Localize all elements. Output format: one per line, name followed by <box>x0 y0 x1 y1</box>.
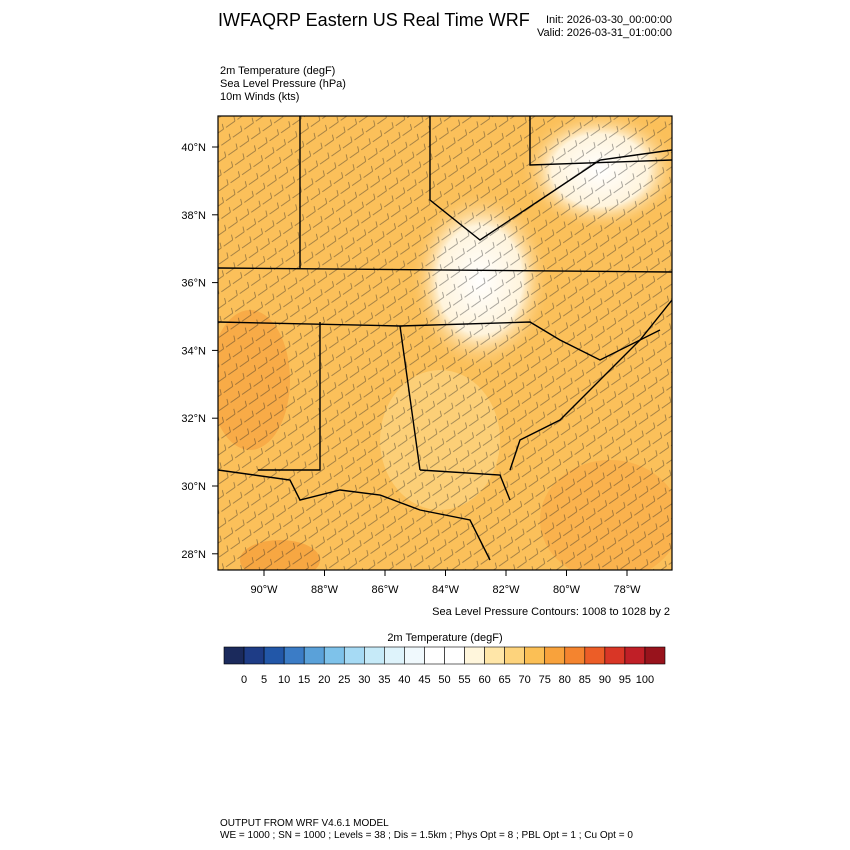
colorbar-swatch <box>584 646 606 665</box>
colorbar-tick-label: 100 <box>636 674 654 686</box>
map-plot <box>218 116 672 570</box>
colorbar-swatch <box>243 646 265 665</box>
colorbar-swatch <box>303 646 325 665</box>
lon-label: 86°W <box>371 584 399 596</box>
lon-label: 90°W <box>250 584 278 596</box>
lon-label: 82°W <box>492 584 520 596</box>
lon-label: 80°W <box>553 584 581 596</box>
title: IWFAQRP Eastern US Real Time WRF <box>218 10 530 30</box>
field-label: Sea Level Pressure (hPa) <box>220 78 346 90</box>
colorbar-swatch <box>464 646 485 665</box>
colorbar-tick-label: 10 <box>278 674 290 686</box>
boundaries <box>218 116 672 561</box>
colorbar-tick-label: 90 <box>599 674 611 686</box>
colorbar-swatch <box>624 646 646 665</box>
colorbar-tick-label: 55 <box>458 674 470 686</box>
colorbar-swatch <box>484 646 505 665</box>
colorbar-swatch <box>644 646 666 665</box>
colorbar-swatch <box>424 646 445 665</box>
colorbar-tick-label: 95 <box>619 674 631 686</box>
map-axes: 40°N 38°N 36°N 34°N 32°N 30°N 28°N 90°W 88°W 86°W… <box>181 142 641 596</box>
colorbar-tick-label: 5 <box>261 674 267 686</box>
lon-label: 88°W <box>311 584 339 596</box>
lat-label: 34°N <box>181 345 206 357</box>
colorbar-tick-label: 35 <box>378 674 390 686</box>
colorbar-swatch <box>544 646 566 665</box>
colorbar-title: 2m Temperature (degF) <box>387 632 502 644</box>
colorbar-tick-label: 80 <box>559 674 571 686</box>
colorbar-swatch <box>524 646 546 665</box>
colorbar-tick-label: 50 <box>438 674 450 686</box>
lat-label: 40°N <box>181 142 206 154</box>
colorbar-tick-label: 20 <box>318 674 330 686</box>
colorbar-swatch <box>384 646 405 665</box>
colorbar-tick-label: 85 <box>579 674 591 686</box>
colorbar-tick-label: 15 <box>298 674 310 686</box>
lat-label: 30°N <box>181 481 206 493</box>
field-label: 10m Winds (kts) <box>220 91 299 103</box>
wind-barbs <box>218 116 672 570</box>
colorbar-swatch <box>364 646 385 665</box>
lon-label: 78°W <box>613 584 641 596</box>
colorbar-swatch <box>504 646 525 665</box>
valid-time: Valid: 2026-03-31_01:00:00 <box>537 27 672 39</box>
colorbar-tick-label: 30 <box>358 674 370 686</box>
colorbar-swatch <box>444 646 465 665</box>
lat-label: 36°N <box>181 278 206 290</box>
init-time: Init: 2026-03-30_00:00:00 <box>546 14 672 26</box>
footer-line: OUTPUT FROM WRF V4.6.1 MODEL <box>220 818 389 829</box>
colorbar-tick-label: 75 <box>539 674 551 686</box>
colorbar-tick-label: 0 <box>241 674 247 686</box>
lat-label: 38°N <box>181 210 206 222</box>
field-label: 2m Temperature (degF) <box>220 65 335 77</box>
colorbar-tick-label: 45 <box>418 674 430 686</box>
colorbar-swatch <box>263 646 285 665</box>
field-list: 2m Temperature (degF)Sea Level Pressure … <box>220 65 346 103</box>
lat-label: 32°N <box>181 413 206 425</box>
footer-line: WE = 1000 ; SN = 1000 ; Levels = 38 ; Di… <box>220 830 633 841</box>
colorbar-tick-label: 25 <box>338 674 350 686</box>
colorbar-swatch <box>343 646 365 665</box>
colorbar-swatch <box>323 646 345 665</box>
colorbar-tick-label: 70 <box>519 674 531 686</box>
colorbar-tick-label: 40 <box>398 674 410 686</box>
colorbar-swatch <box>604 646 626 665</box>
contour-note: Sea Level Pressure Contours: 1008 to 102… <box>432 606 670 618</box>
colorbar-swatch <box>223 646 245 665</box>
colorbar-tick-label: 65 <box>499 674 511 686</box>
colorbar: 0 5 10 15 20 25 30 35 40 45 50 55 60 65 70 75 80 85 90 95 10… <box>223 646 666 686</box>
colorbar-swatch <box>283 646 305 665</box>
colorbar-tick-label: 60 <box>478 674 490 686</box>
lon-label: 84°W <box>432 584 460 596</box>
colorbar-swatch <box>404 646 425 665</box>
colorbar-swatch <box>564 646 586 665</box>
lat-label: 28°N <box>181 549 206 561</box>
